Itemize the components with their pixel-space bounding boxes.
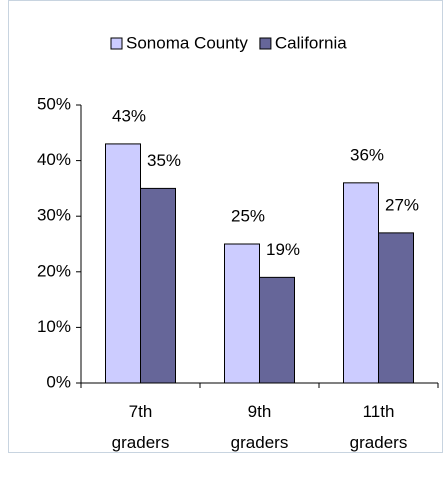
value-label: 43%: [112, 106, 146, 125]
y-tick-label: 20%: [37, 261, 71, 280]
bar: [378, 232, 414, 384]
value-label: 25%: [231, 206, 265, 225]
bar: [343, 182, 379, 384]
legend-label: California: [275, 33, 347, 52]
y-tick-label: 50%: [37, 94, 71, 113]
y-tick-label: 0%: [46, 372, 71, 391]
y-tick-label: 30%: [37, 206, 71, 225]
value-label: 36%: [350, 145, 384, 164]
x-tick-label: 7th graders: [111, 402, 170, 452]
value-label: 19%: [266, 240, 300, 259]
value-label: 27%: [385, 195, 419, 214]
bar: [105, 143, 141, 384]
legend-label: Sonoma County: [126, 33, 248, 52]
bar: [259, 276, 295, 384]
legend-swatch: [259, 37, 272, 50]
legend-swatch: [110, 37, 123, 50]
y-tick-label: 10%: [37, 317, 71, 336]
x-tick-label: 9th graders: [230, 402, 289, 452]
x-tick-label: 11th graders: [349, 402, 408, 452]
y-tick-label: 40%: [37, 150, 71, 169]
bar: [140, 187, 176, 384]
value-label: 35%: [147, 151, 181, 170]
bar: [224, 243, 260, 384]
